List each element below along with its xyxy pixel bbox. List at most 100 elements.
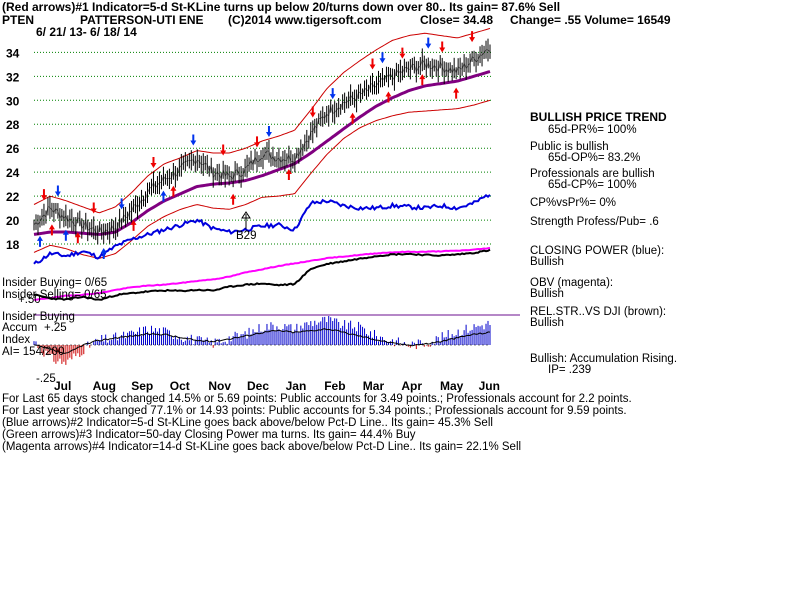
relstr-val: Bullish — [530, 317, 564, 329]
month-label: Aug — [93, 379, 116, 393]
sell-arrow — [425, 37, 432, 49]
ip-value: IP= .239 — [548, 364, 591, 376]
index-label: Index — [2, 334, 30, 346]
close-price: Close= 34.48 — [420, 13, 493, 27]
sell-arrow — [54, 185, 61, 197]
y-tick-label: 22 — [6, 190, 20, 204]
month-label: May — [440, 379, 464, 393]
footer-line-3: (Blue arrows)#2 Indicator=5-d St-KLine g… — [2, 417, 493, 429]
month-label: Oct — [170, 379, 190, 393]
public-title: Public is bullish — [530, 141, 609, 153]
y-tick-label: 34 — [6, 46, 20, 60]
buy-arrow — [100, 247, 107, 259]
accum-ma-line — [33, 328, 491, 355]
signal-arrows — [36, 31, 476, 259]
y-tick-label: 18 — [6, 238, 20, 252]
accum-status: Bullish: Accumulation Rising. — [530, 353, 677, 365]
b29-label: B29 — [236, 230, 256, 242]
obv-val: Bullish — [530, 288, 564, 300]
relstr-line — [33, 248, 491, 301]
sell-arrow — [40, 189, 47, 201]
accum-label: Accum — [2, 322, 37, 334]
y-tick-label: 30 — [6, 94, 20, 108]
sell-arrow — [399, 47, 406, 59]
public-value: 65d-OP%= 83.2% — [548, 152, 640, 164]
header-line1: (Red arrows)#1 Indicator=5-d St-KLine tu… — [2, 0, 560, 14]
month-label: Dec — [247, 379, 269, 393]
buy-arrow — [285, 169, 292, 181]
y-tick-label: 28 — [6, 118, 20, 132]
buy-arrow — [62, 229, 69, 241]
ai-label: AI= 154/200 — [2, 346, 64, 358]
prof-value: 65d-CP%= 100% — [548, 179, 637, 191]
sell-arrow — [190, 134, 197, 146]
obv: OBV (magenta): — [530, 277, 613, 289]
insider-buying: Insider Buying= 0/65 — [2, 277, 107, 289]
buy-arrow — [385, 91, 392, 103]
upper-band — [33, 27, 491, 214]
month-label: Nov — [208, 379, 231, 393]
series-group — [33, 27, 491, 265]
buy-arrow — [349, 112, 356, 124]
footer-line-4: (Green arrows)#3 Indicator=50-day Closin… — [2, 429, 416, 441]
buy-arrow — [130, 219, 137, 231]
sell-arrow — [220, 144, 227, 156]
buy-arrow — [230, 193, 237, 205]
insider-buying2: Insider Buying — [2, 311, 75, 323]
lower-panels — [33, 246, 520, 365]
company-name: PATTERSON-UTI ENE — [80, 13, 204, 27]
b29-arrowhead — [241, 211, 251, 219]
y-axis: 18 20 22 24 26 28 30 32 34 — [6, 46, 20, 252]
closing-power-val: Bullish — [530, 256, 564, 268]
sell-arrow — [118, 198, 125, 210]
month-label: Apr — [401, 379, 422, 393]
prof-title: Professionals are bullish — [530, 168, 655, 180]
sell-arrow — [439, 41, 446, 53]
sell-arrow — [309, 106, 316, 118]
buy-arrow — [36, 235, 43, 247]
plus25-label: +.25 — [44, 322, 67, 334]
ticker: PTEN — [2, 13, 34, 27]
buy-arrow — [160, 190, 167, 202]
trend-title: BULLISH PRICE TREND — [530, 110, 667, 124]
relstr: REL.STR..VS DJI (brown): — [530, 306, 666, 318]
strength: Strength Profess/Pub= .6 — [530, 216, 659, 228]
month-label: Feb — [324, 379, 345, 393]
month-label: Mar — [363, 379, 385, 393]
sell-arrow — [369, 58, 376, 70]
price-line — [33, 49, 491, 236]
minus25-label: -.25 — [36, 373, 56, 385]
month-label: Jan — [286, 379, 307, 393]
copyright: (C)2014 www.tigersoft.com — [228, 13, 382, 27]
y-tick-label: 24 — [6, 166, 20, 180]
footer-line-1: For Last 65 days stock changed 14.5% or … — [2, 393, 632, 405]
sell-arrow — [254, 136, 261, 148]
date-range: 6/ 21/ 13- 6/ 18/ 14 — [36, 25, 137, 39]
buy-arrow — [74, 232, 81, 244]
obv-line — [34, 246, 491, 301]
sell-arrow — [329, 88, 336, 100]
plus50-label: +.50 — [18, 294, 41, 306]
footer-line-5: (Magenta arrows)#4 Indicator=14-d St-KLi… — [2, 441, 521, 453]
sell-arrow — [150, 157, 157, 169]
change-volume: Change= .55 Volume= 16549 — [510, 13, 671, 27]
x-axis-months: Jul Aug Sep Oct Nov Dec Jan Feb Mar Apr May Jun — [54, 379, 500, 393]
closing-power-line — [33, 194, 491, 265]
buy-arrow — [453, 87, 460, 99]
buy-arrow — [48, 224, 55, 236]
lower-band — [33, 99, 491, 259]
sell-arrow — [379, 52, 386, 64]
buy-arrow — [170, 185, 177, 197]
y-tick-label: 26 — [6, 142, 20, 156]
insider-selling: Insider Selling= 0/65 — [2, 289, 107, 301]
footer-line-2: For Last year stock changed 77.1% or 14.… — [2, 405, 627, 417]
sell-arrow — [265, 125, 272, 137]
trend-value: 65d-PR%= 100% — [548, 124, 637, 136]
cp-vs-pr: CP%vsPr%= 0% — [530, 197, 616, 209]
month-label: Sep — [131, 379, 153, 393]
buy-arrow — [419, 74, 426, 86]
month-label: Jul — [54, 379, 71, 393]
sell-arrow — [90, 202, 97, 214]
month-label: Jun — [479, 379, 500, 393]
